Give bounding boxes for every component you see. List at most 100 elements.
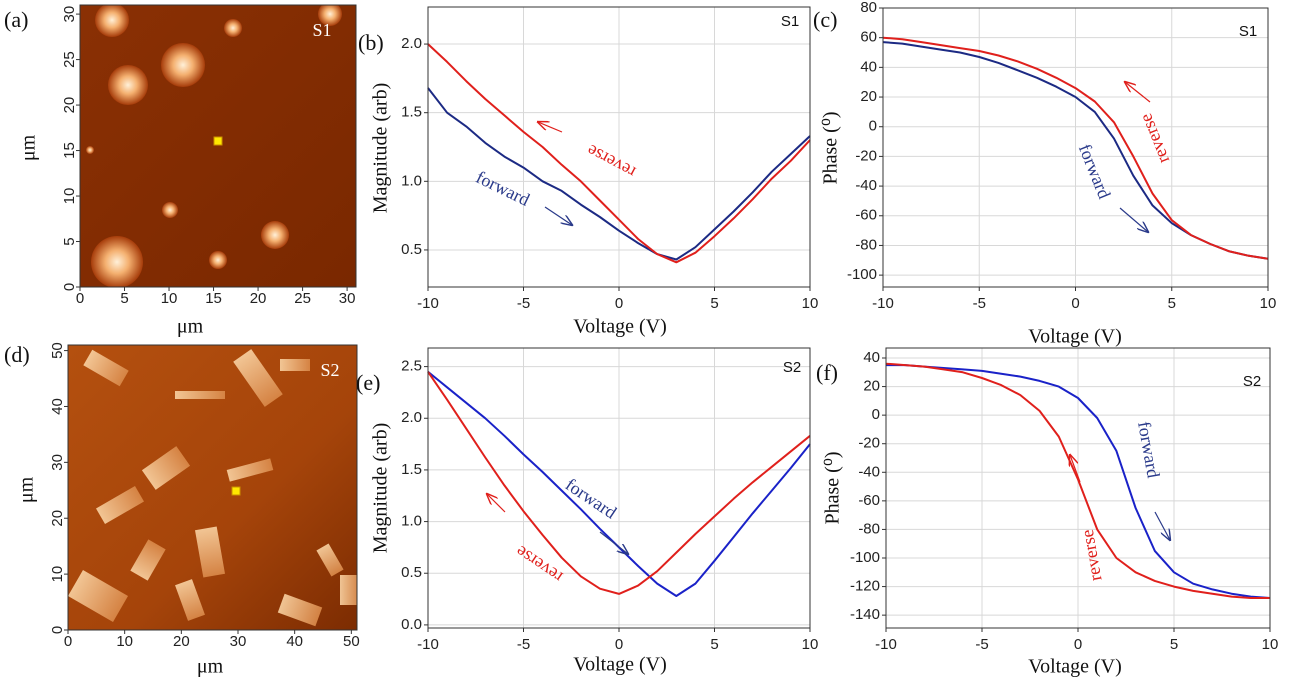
x-tick-label: 10: [116, 633, 133, 650]
y-tick-label: -20: [855, 147, 877, 164]
x-tick-label: 5: [120, 290, 128, 307]
annotation-arrow: [1119, 207, 1148, 232]
y-tick-label: 1.5: [401, 461, 422, 478]
y-tick-label: -60: [858, 492, 880, 509]
surface-grain: [95, 5, 129, 37]
crystallite: [340, 575, 357, 605]
x-tick-label: 0: [1074, 636, 1082, 653]
y-tick-label: 0.5: [401, 241, 422, 258]
afm-image: [80, 5, 356, 287]
series-line: [886, 364, 1271, 599]
x-tick-label: 10: [1262, 636, 1279, 653]
x-tick-label: 30: [230, 633, 247, 650]
surface-grain: [86, 146, 94, 154]
x-tick-label: 5: [710, 636, 718, 653]
series-line: [882, 36, 1269, 260]
y-tick-label: 2.5: [401, 358, 422, 375]
crystallite: [226, 458, 274, 482]
y-tick-label: 0: [61, 283, 78, 291]
x-tick-label: 5: [1168, 295, 1176, 312]
y-tick-label: 60: [860, 29, 877, 46]
sample-tag: S2: [783, 359, 801, 376]
x-tick-label: -5: [973, 295, 986, 312]
sample-tag: S1: [1239, 23, 1257, 40]
x-tick-label: -10: [417, 636, 439, 653]
x-axis-title: Voltage (V): [1028, 656, 1122, 678]
y-tick-label: 0: [49, 626, 66, 634]
x-tick-label: -10: [872, 295, 894, 312]
y-tick-label: -140: [850, 606, 880, 623]
x-tick-label: -10: [875, 636, 897, 653]
x-tick-label: -5: [517, 636, 530, 653]
crystallite: [194, 526, 226, 578]
y-tick-label: -60: [855, 207, 877, 224]
y-tick-label: 10: [61, 188, 78, 205]
annotation-arrow: [544, 206, 572, 225]
crystallite: [280, 359, 310, 371]
y-tick-label: -40: [855, 177, 877, 194]
x-tick-label: 5: [1170, 636, 1178, 653]
y-tick-label: 40: [863, 349, 880, 366]
sample-tag: S2: [320, 360, 339, 380]
x-axis-title: Voltage (V): [573, 654, 667, 676]
y-tick-label: 40: [49, 398, 66, 415]
annotation-arrow: [1154, 511, 1170, 540]
x-axis-title: μm: [177, 316, 204, 338]
y-tick-label: -20: [858, 435, 880, 452]
y-tick-label: -80: [855, 236, 877, 253]
probe-position: [231, 486, 241, 496]
y-tick-label: 30: [61, 6, 78, 23]
x-axis-title: Voltage (V): [1028, 326, 1122, 348]
series-line: [885, 362, 1270, 599]
x-tick-label: -5: [975, 636, 988, 653]
sample-tag: S2: [1243, 373, 1261, 390]
y-tick-label: 80: [860, 0, 877, 16]
y-tick-label: -40: [858, 463, 880, 480]
y-tick-label: 20: [860, 88, 877, 105]
y-tick-label: 0: [869, 118, 877, 135]
y-tick-label: 20: [61, 97, 78, 114]
surface-grain: [91, 236, 143, 287]
y-axis-title: Magnitude (arb): [370, 423, 392, 554]
panel-label: (b): [358, 30, 384, 55]
x-tick-label: 10: [802, 295, 819, 312]
y-tick-label: -100: [847, 266, 877, 283]
surface-grain: [209, 251, 227, 269]
afm-image: [68, 345, 357, 630]
axes-frame: [427, 347, 811, 629]
crystallite: [277, 593, 323, 627]
crystallite: [175, 579, 205, 621]
x-tick-label: 10: [1260, 295, 1277, 312]
x-tick-label: 0: [76, 290, 84, 307]
x-axis-title: μm: [197, 656, 224, 678]
annotation-arrow: [1125, 82, 1151, 103]
panel-label: (c): [813, 7, 837, 32]
panel-label: (a): [4, 7, 28, 32]
y-tick-label: 2.0: [401, 409, 422, 426]
axes-frame: [882, 7, 1269, 288]
y-tick-label: 15: [61, 142, 78, 159]
probe-position: [213, 136, 223, 146]
crystallite: [68, 570, 129, 622]
y-tick-label: 30: [49, 454, 66, 471]
annotation-arrow: [487, 494, 506, 513]
y-tick-label: 0.5: [401, 564, 422, 581]
x-tick-label: 20: [173, 633, 190, 650]
y-axis-title: μm: [18, 134, 40, 161]
y-tick-label: -80: [858, 520, 880, 537]
y-axis-title: μm: [16, 476, 38, 503]
crystallite: [233, 349, 283, 407]
crystallite: [83, 349, 129, 387]
y-axis-title: Phase (⁰): [820, 112, 842, 185]
surface-grain: [161, 43, 205, 87]
x-tick-label: -10: [417, 295, 439, 312]
axes-frame: [427, 6, 811, 288]
x-tick-label: 15: [205, 290, 222, 307]
x-tick-label: 0: [615, 295, 623, 312]
y-tick-label: 0: [872, 406, 880, 423]
x-axis-title: Voltage (V): [573, 316, 667, 338]
y-tick-label: -100: [850, 549, 880, 566]
x-tick-label: 0: [1071, 295, 1079, 312]
sample-tag: S1: [781, 13, 799, 30]
